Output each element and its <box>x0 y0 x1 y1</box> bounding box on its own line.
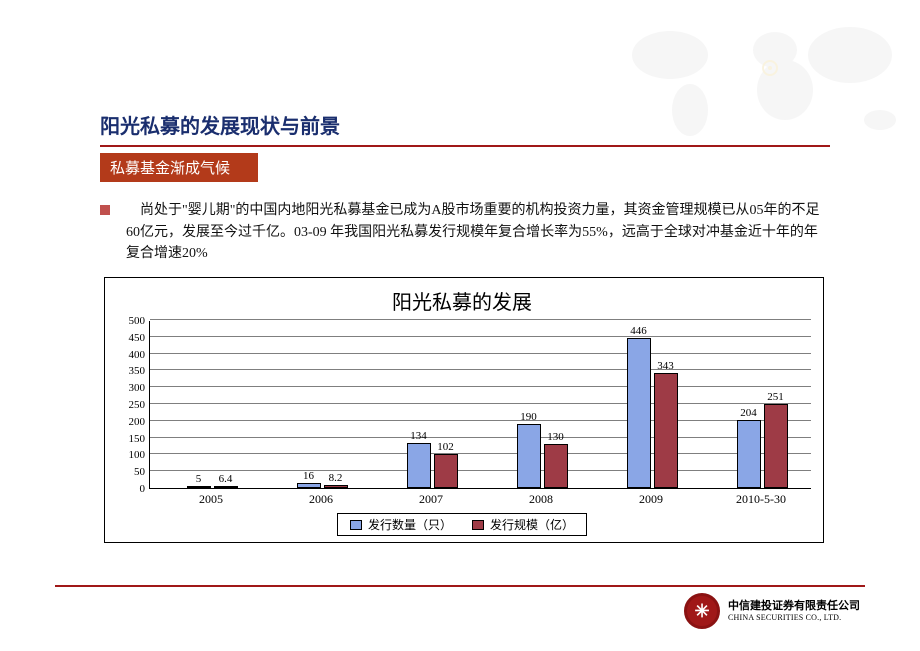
grid-line <box>150 386 811 387</box>
bar: 130 <box>544 444 568 488</box>
grid-line <box>150 437 811 438</box>
grid-line <box>150 319 811 320</box>
bar-group: 168.2 <box>282 483 362 488</box>
legend-item: 发行规模（亿） <box>472 516 574 533</box>
bar-value-label: 16 <box>303 470 314 482</box>
bar: 343 <box>654 373 678 488</box>
bar: 251 <box>764 404 788 488</box>
legend-swatch-icon <box>350 520 362 530</box>
grid-line <box>150 353 811 354</box>
bar-value-label: 134 <box>410 430 427 442</box>
slide-subtitle: 私募基金渐成气候 <box>100 153 258 182</box>
bar: 8.2 <box>324 485 348 488</box>
legend-swatch-icon <box>472 520 484 530</box>
x-axis: 2005 2006 2007 2008 2009 2010-5-30 <box>149 489 811 507</box>
bullet-text: 尚处于"婴儿期"的中国内地阳光私募基金已成为A股市场重要的机构投资力量，其资金管… <box>126 200 830 265</box>
bar-value-label: 251 <box>767 391 784 403</box>
legend-item: 发行数量（只） <box>350 516 452 533</box>
company-name-cn: 中信建投证券有限责任公司 <box>728 599 860 613</box>
x-tick-label: 2007 <box>391 492 471 507</box>
footer-divider <box>55 585 865 587</box>
grid-line <box>150 420 811 421</box>
bar-group: 446343 <box>612 338 692 488</box>
bar-group: 190130 <box>502 424 582 488</box>
bar: 190 <box>517 424 541 488</box>
bar-value-label: 446 <box>630 325 647 337</box>
x-tick-label: 2009 <box>611 492 691 507</box>
bar: 134 <box>407 443 431 488</box>
bar-value-label: 102 <box>437 441 454 453</box>
bar-value-label: 204 <box>740 407 757 419</box>
bar-group: 56.4 <box>172 486 252 488</box>
x-tick-label: 2006 <box>281 492 361 507</box>
plot-area: 56.4168.2134102190130446343204251 <box>149 321 811 489</box>
x-tick-label: 2008 <box>501 492 581 507</box>
bar-value-label: 190 <box>520 411 537 423</box>
bar-group: 204251 <box>722 404 802 488</box>
slide-title: 阳光私募的发展现状与前景 <box>100 110 830 139</box>
chart-title: 阳光私募的发展 <box>113 284 811 321</box>
chart-container: 阳光私募的发展 500450400350300250200150100500 5… <box>104 277 824 543</box>
logo-mark-icon: ✳ <box>684 593 720 629</box>
bar-group: 134102 <box>392 443 472 488</box>
grid-line <box>150 403 811 404</box>
grid-line <box>150 470 811 471</box>
grid-line <box>150 369 811 370</box>
bullet-item: 尚处于"婴儿期"的中国内地阳光私募基金已成为A股市场重要的机构投资力量，其资金管… <box>100 200 830 265</box>
title-underline <box>100 145 830 147</box>
legend-label: 发行规模（亿） <box>490 516 574 533</box>
company-logo: ✳ 中信建投证券有限责任公司 CHINA SECURITIES CO., LTD… <box>684 593 860 629</box>
bar-value-label: 130 <box>547 431 564 443</box>
company-name-en: CHINA SECURITIES CO., LTD. <box>728 613 860 623</box>
bar: 16 <box>297 483 321 488</box>
bar-value-label: 6.4 <box>219 473 233 485</box>
grid-line <box>150 453 811 454</box>
bar-value-label: 8.2 <box>329 472 343 484</box>
y-axis: 500450400350300250200150100500 <box>113 321 149 489</box>
bar: 446 <box>627 338 651 488</box>
bar: 102 <box>434 454 458 488</box>
bar-value-label: 5 <box>196 473 202 485</box>
chart-legend: 发行数量（只） 发行规模（亿） <box>337 513 587 536</box>
x-tick-label: 2005 <box>171 492 251 507</box>
bar: 204 <box>737 420 761 489</box>
x-tick-label: 2010-5-30 <box>721 492 801 507</box>
legend-label: 发行数量（只） <box>368 516 452 533</box>
grid-line <box>150 336 811 337</box>
bar: 6.4 <box>214 486 238 488</box>
bar: 5 <box>187 486 211 488</box>
bar-value-label: 343 <box>657 360 674 372</box>
bullet-square-icon <box>100 205 110 215</box>
